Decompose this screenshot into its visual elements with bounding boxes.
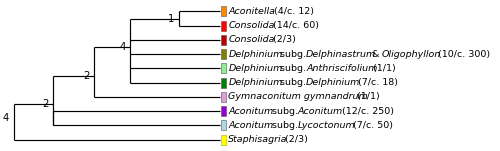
Bar — [221, 135, 226, 145]
Text: Delphinastrum: Delphinastrum — [306, 50, 376, 59]
Text: Aconitum: Aconitum — [228, 121, 274, 130]
Bar — [221, 92, 226, 102]
Bar — [221, 78, 226, 88]
Text: (12/c. 250): (12/c. 250) — [338, 107, 394, 116]
Bar — [221, 120, 226, 130]
Text: subg.: subg. — [269, 107, 301, 116]
Text: Aconitum: Aconitum — [228, 107, 274, 116]
Text: Consolida: Consolida — [228, 21, 275, 30]
Text: 2: 2 — [42, 99, 49, 109]
Bar — [221, 63, 226, 73]
Text: Anthriscifolium: Anthriscifolium — [306, 64, 378, 73]
Text: &: & — [369, 50, 382, 59]
Text: Consolida: Consolida — [228, 35, 275, 44]
Bar — [221, 106, 226, 116]
Text: Delphinium: Delphinium — [306, 78, 360, 87]
Bar — [221, 35, 226, 45]
Text: (1/1): (1/1) — [370, 64, 396, 73]
Text: Lycoctonum: Lycoctonum — [298, 121, 356, 130]
Text: Delphinium: Delphinium — [228, 64, 282, 73]
Text: subg.: subg. — [277, 78, 309, 87]
Text: (7/c. 18): (7/c. 18) — [355, 78, 398, 87]
Bar — [221, 21, 226, 31]
Text: Delphinium: Delphinium — [228, 50, 282, 59]
Text: subg.: subg. — [277, 64, 309, 73]
Text: Oligophyllon: Oligophyllon — [381, 50, 440, 59]
Text: Gymnaconitum gymnandrum: Gymnaconitum gymnandrum — [228, 92, 368, 101]
Text: (2/3): (2/3) — [270, 35, 296, 44]
Text: Aconitum: Aconitum — [298, 107, 343, 116]
Text: (14/c. 60): (14/c. 60) — [270, 21, 319, 30]
Text: Aconitella: Aconitella — [228, 7, 276, 16]
Text: Delphinium: Delphinium — [228, 78, 282, 87]
Text: (2/3): (2/3) — [282, 135, 308, 144]
Text: subg.: subg. — [269, 121, 301, 130]
Text: subg.: subg. — [277, 50, 309, 59]
Text: 1: 1 — [168, 13, 174, 24]
Text: (4/c. 12): (4/c. 12) — [270, 7, 314, 16]
Text: 2: 2 — [84, 71, 90, 80]
Bar — [221, 49, 226, 59]
Text: (7/c. 50): (7/c. 50) — [350, 121, 393, 130]
Text: (10/c. 300): (10/c. 300) — [434, 50, 490, 59]
Text: (1/1): (1/1) — [354, 92, 380, 101]
Text: Staphisagria: Staphisagria — [228, 135, 288, 144]
Text: 4: 4 — [3, 113, 9, 123]
Bar — [221, 6, 226, 16]
Text: 4: 4 — [120, 42, 126, 52]
